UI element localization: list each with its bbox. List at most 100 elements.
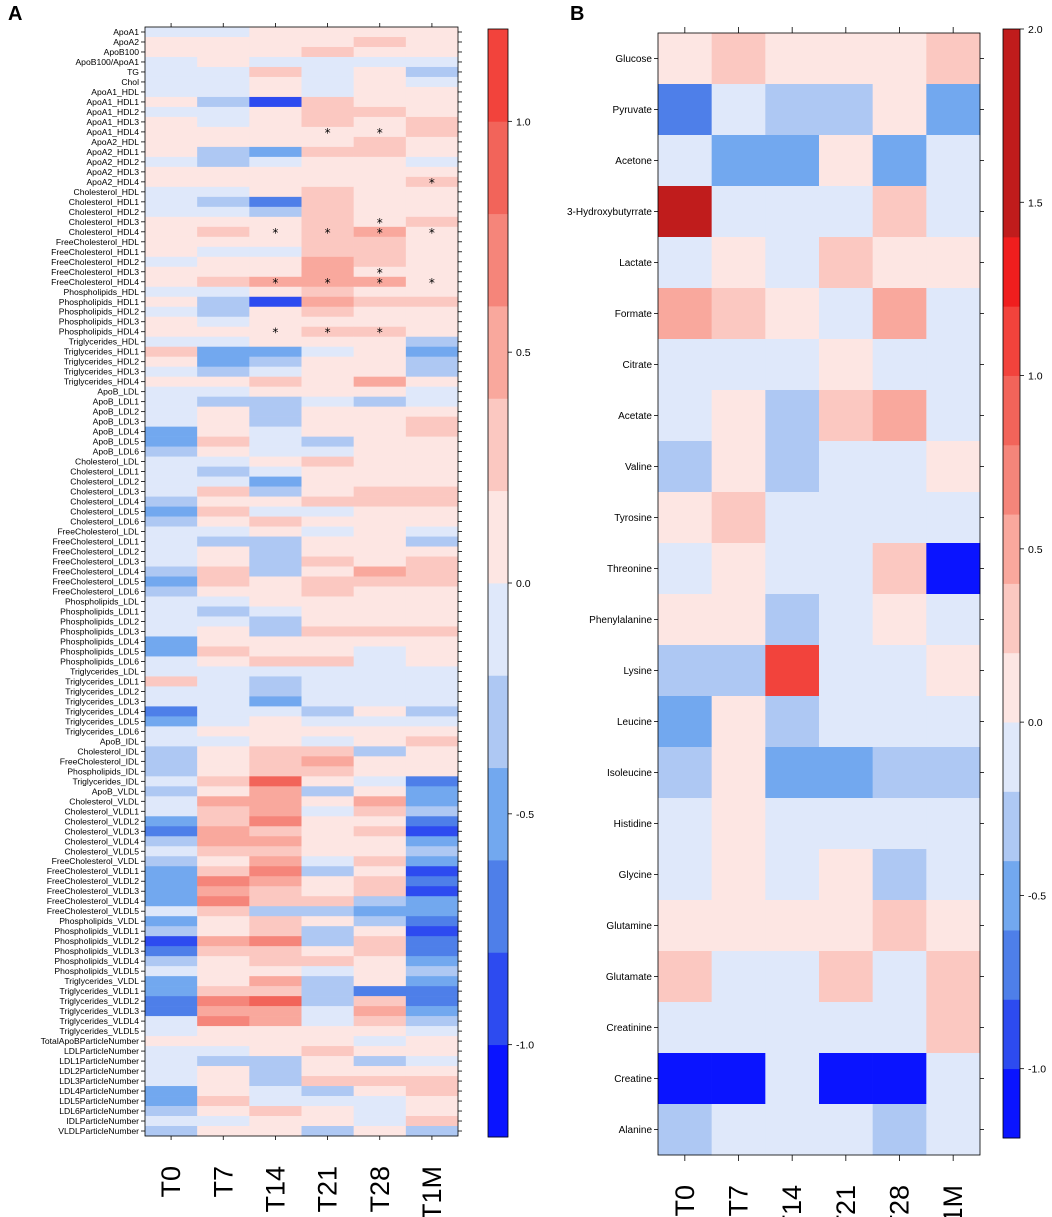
heatmap-cell: [249, 96, 302, 108]
heatmap-cell: [926, 798, 981, 850]
heatmap-cell: [819, 339, 873, 391]
heatmap-cell: [197, 786, 250, 797]
heatmap-cell: [249, 996, 302, 1007]
heatmap-cell: [353, 1126, 407, 1137]
heatmap-cell: [145, 366, 198, 377]
row-label: Cholesterol_VLDL5: [64, 846, 139, 856]
heatmap-cell: [405, 366, 459, 377]
heatmap-cell: [301, 236, 354, 248]
heatmap-cell: [301, 816, 354, 827]
heatmap-cell: [145, 786, 198, 797]
column-label: T1M: [417, 1166, 447, 1217]
row-label: Phospholipids_IDL: [67, 766, 139, 776]
heatmap-cell: [353, 156, 407, 168]
row-label: Phospholipids_LDL4: [60, 636, 139, 646]
heatmap-cell: [353, 236, 407, 248]
heatmap-cell: [353, 186, 407, 198]
heatmap-cell: [301, 556, 354, 567]
heatmap-cell: [819, 237, 873, 289]
row-label: ApoA1_HDL1: [86, 97, 139, 107]
heatmap-cell: [872, 492, 927, 544]
heatmap-cell: [301, 476, 354, 487]
heatmap-cell: [145, 1036, 198, 1047]
heatmap-cell: [249, 166, 302, 178]
heatmap-cell: [405, 1076, 459, 1087]
significance-star: *: [377, 226, 383, 240]
heatmap-cell: [711, 747, 766, 799]
heatmap-cell: [405, 586, 459, 597]
heatmap-cell: [405, 166, 459, 178]
column-label: T21: [313, 1166, 343, 1213]
heatmap-cell: [301, 386, 354, 397]
heatmap-cell: [301, 956, 354, 967]
heatmap-cell: [926, 1104, 981, 1156]
heatmap-cell: [353, 286, 407, 298]
heatmap-cell: [197, 756, 250, 767]
heatmap-cell: [197, 506, 250, 517]
heatmap-cell: [301, 1066, 354, 1077]
heatmap-cell: [197, 86, 250, 98]
heatmap-cell: [405, 826, 459, 837]
colorbar-segment: [488, 213, 508, 307]
heatmap-cell: [301, 1026, 354, 1037]
row-label: ApoA2: [113, 37, 139, 47]
heatmap-cell: [249, 116, 302, 128]
heatmap-cell: [301, 886, 354, 897]
heatmap-cell: [353, 846, 407, 857]
heatmap-cell: [301, 266, 354, 278]
heatmap-cell: [926, 747, 981, 799]
heatmap-cell: [872, 849, 927, 901]
row-label: Triglycerides_VLDL3: [60, 1006, 140, 1016]
heatmap-cell: [353, 666, 407, 677]
heatmap-cell: [145, 1106, 198, 1117]
heatmap-cell: [197, 1076, 250, 1087]
heatmap-cell: [249, 856, 302, 867]
heatmap-cell: [405, 106, 459, 118]
heatmap-cell: [197, 386, 250, 397]
heatmap-cell: [301, 376, 354, 387]
row-label: Triglycerides_LDL1: [65, 676, 139, 686]
row-label: Phospholipids_VLDL1: [54, 926, 139, 936]
heatmap-cell: [145, 1096, 198, 1107]
row-label: Phospholipids_LDL: [65, 596, 139, 606]
heatmap-cell: [405, 176, 459, 188]
heatmap-cell: [301, 826, 354, 837]
heatmap-cell: [301, 896, 354, 907]
heatmap-cell: [197, 356, 250, 367]
heatmap-cell: [405, 146, 459, 158]
heatmap-cell: [145, 226, 198, 238]
colorbar-segment: [1003, 444, 1020, 515]
heatmap-cell: [926, 696, 981, 748]
heatmap-cell: [353, 526, 407, 537]
row-label: ApoB100: [104, 47, 140, 57]
heatmap-cell: [197, 556, 250, 567]
heatmap-cell: [872, 390, 927, 442]
row-label: Cholesterol_LDL4: [70, 497, 139, 507]
heatmap-cell: [249, 1106, 302, 1117]
column-label: T21: [831, 1185, 861, 1217]
heatmap-cell: [405, 986, 459, 997]
colorbar-segment: [1003, 1068, 1020, 1139]
heatmap-cell: [926, 900, 981, 952]
heatmap-cell: [249, 916, 302, 927]
heatmap-cell: [145, 356, 198, 367]
heatmap-cell: [249, 596, 302, 607]
heatmap-cell: [926, 951, 981, 1003]
heatmap-cell: [249, 336, 302, 348]
colorbar-tick-label: 0.5: [1028, 544, 1043, 556]
panel-label-a: A: [8, 3, 22, 25]
heatmap-cell: [353, 416, 407, 427]
heatmap-cell: [249, 436, 302, 447]
heatmap-cell: [145, 626, 198, 637]
column-label: T14: [260, 1166, 290, 1213]
colorbar-tick-label: 2.0: [1028, 24, 1043, 36]
heatmap-cell: [353, 276, 407, 288]
heatmap-cell: [301, 866, 354, 877]
heatmap-cell: [145, 746, 198, 757]
heatmap-cell: [658, 594, 712, 646]
row-label: Histidine: [614, 819, 653, 830]
heatmap-cell: [301, 636, 354, 647]
row-label: Cholesterol_HDL1: [69, 197, 139, 207]
heatmap-cell: [249, 876, 302, 887]
colorbar-segment: [488, 767, 508, 861]
